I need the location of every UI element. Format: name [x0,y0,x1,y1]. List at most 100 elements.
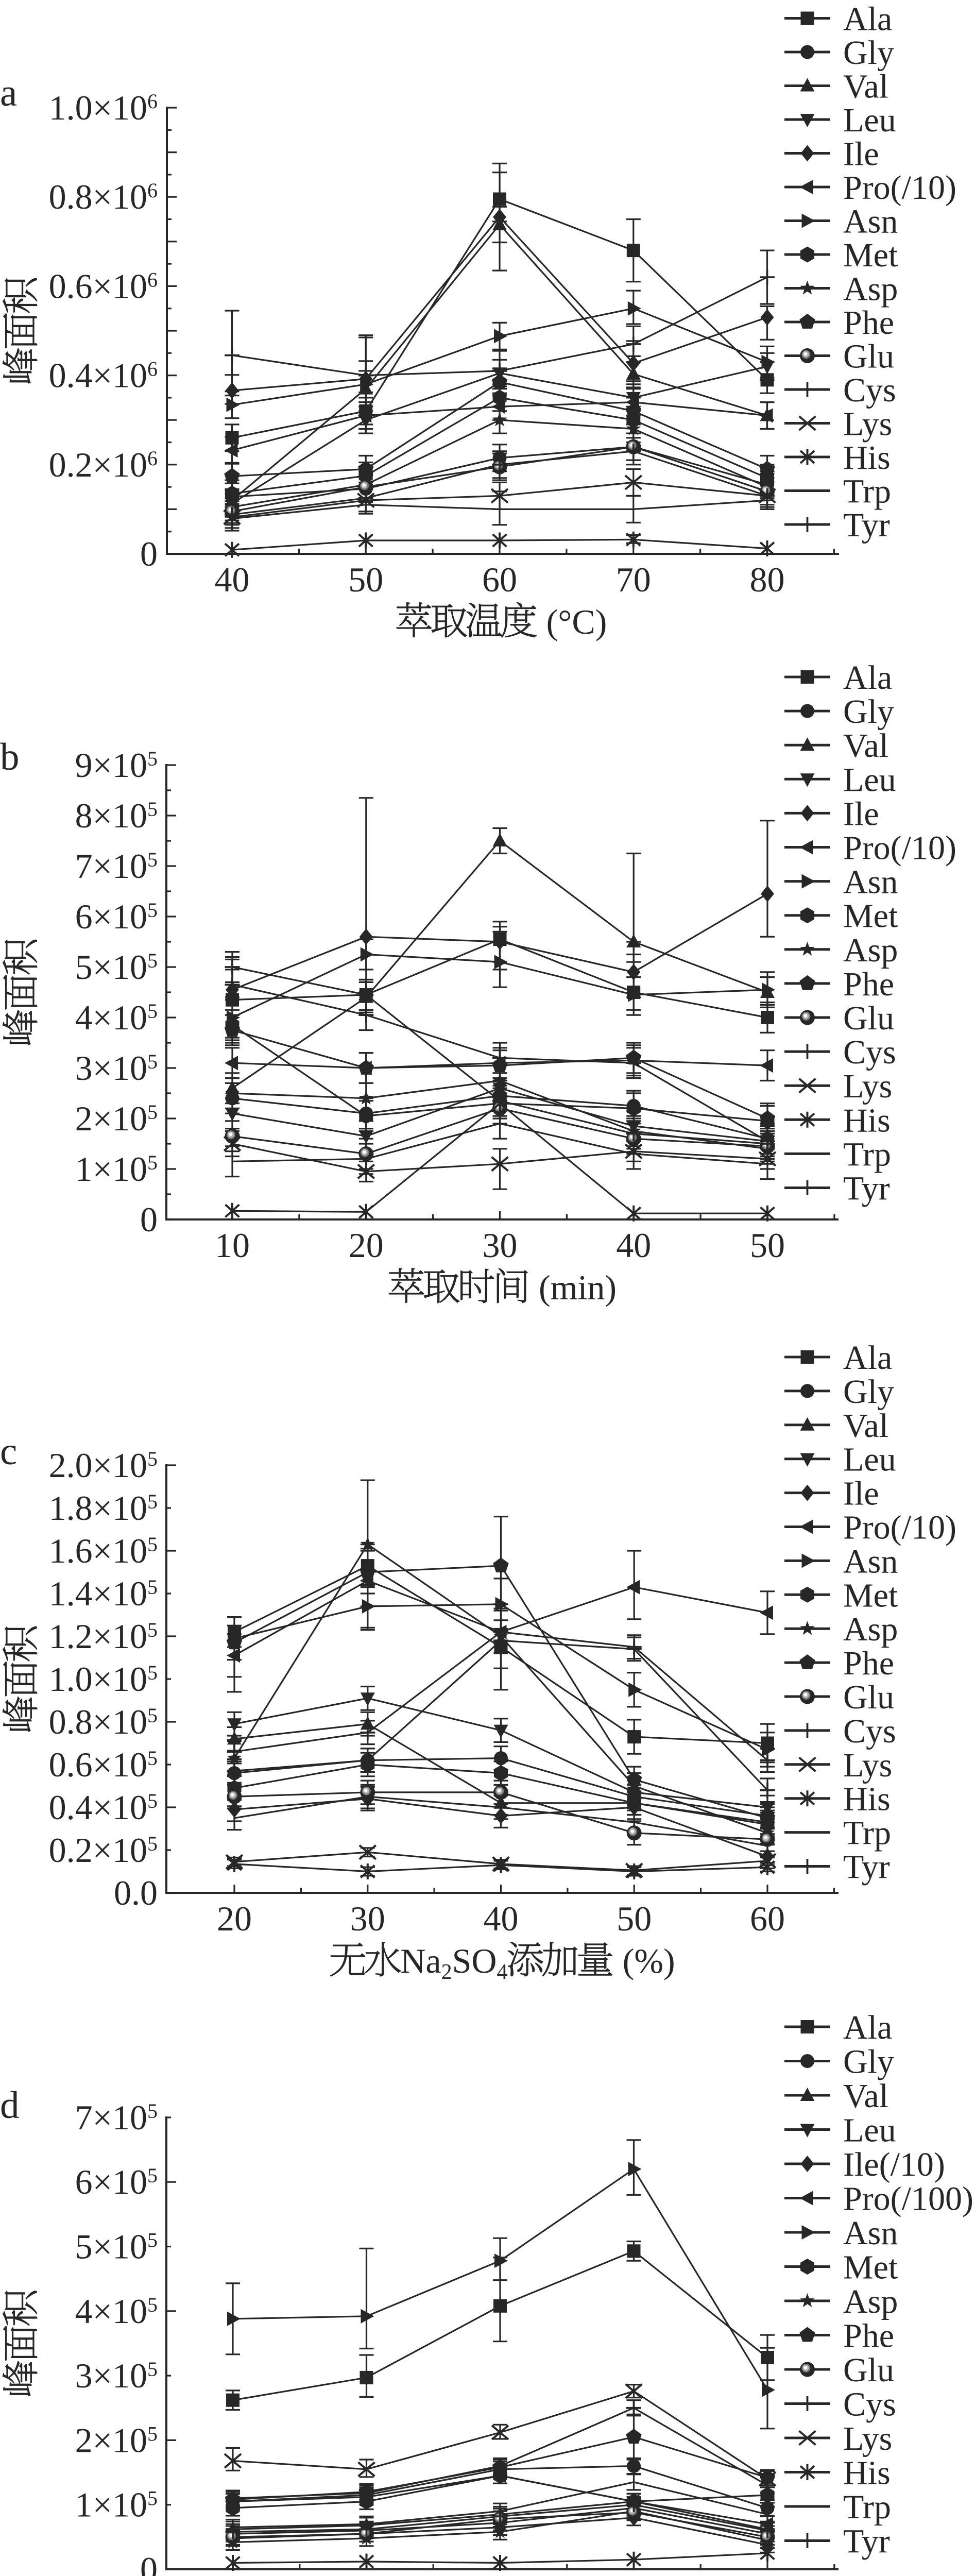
svg-text:4×105: 4×105 [75,2292,158,2331]
svg-text:20: 20 [217,1899,252,1938]
svg-text:Trp: Trp [843,1136,891,1173]
svg-text:Lys: Lys [843,1067,892,1105]
svg-text:50: 50 [617,1899,652,1938]
svg-text:Cys: Cys [843,1713,896,1750]
svg-text:Gly: Gly [843,693,894,731]
svg-text:Val: Val [843,68,888,106]
svg-text:0.0: 0.0 [114,1873,158,1912]
svg-text:Trp: Trp [843,1815,891,1852]
svg-text:70: 70 [616,560,651,599]
svg-text:Pro(/100): Pro(/100) [843,2180,973,2218]
svg-text:Tyr: Tyr [843,2523,890,2561]
svg-text:a: a [0,72,17,114]
svg-text:10: 10 [215,1226,250,1265]
svg-text:2×105: 2×105 [75,1099,158,1138]
svg-text:Trp: Trp [843,473,891,511]
svg-text:1.8×105: 1.8×105 [49,1488,158,1528]
svg-text:His: His [843,2454,891,2492]
svg-text:Ala: Ala [843,659,892,697]
svg-text:6×105: 6×105 [75,897,158,936]
svg-text:1.6×105: 1.6×105 [49,1531,158,1570]
svg-text:Val: Val [843,727,888,765]
svg-text:Trp: Trp [843,2488,891,2526]
svg-text:Lys: Lys [843,405,892,443]
svg-text:9×105: 9×105 [75,745,158,785]
svg-text:Pro(/10): Pro(/10) [843,829,956,867]
svg-text:Asp: Asp [843,931,898,969]
svg-text:His: His [843,439,891,477]
svg-text:4×105: 4×105 [75,998,158,1037]
svg-text:0.2×105: 0.2×105 [49,1831,158,1870]
svg-text:Glu: Glu [843,1679,894,1716]
svg-text:(min): (min) [539,1268,617,1307]
svg-text:40: 40 [616,1226,651,1265]
svg-text:Lys: Lys [843,2420,892,2458]
svg-text:Tyr: Tyr [843,1170,890,1208]
svg-text:1.0×105: 1.0×105 [49,1659,158,1699]
svg-text:30: 30 [483,1226,518,1265]
svg-text:Asn: Asn [843,863,898,901]
svg-text:1.4×105: 1.4×105 [49,1574,158,1613]
svg-text:Asn: Asn [843,1543,898,1580]
svg-text:40: 40 [484,1899,519,1938]
svg-text:Glu: Glu [843,2351,894,2389]
svg-text:0: 0 [140,2550,158,2576]
svg-text:c: c [0,1430,17,1473]
svg-text:Ala: Ala [843,2009,892,2046]
svg-text:b: b [0,736,20,778]
svg-text:Met: Met [843,236,898,274]
svg-text:Glu: Glu [843,999,894,1037]
svg-text:Ala: Ala [843,1339,892,1377]
svg-text:Tyr: Tyr [843,1849,890,1886]
svg-text:Pro(/10): Pro(/10) [843,1509,956,1547]
svg-text:Phe: Phe [843,965,894,1003]
svg-text:20: 20 [349,1226,384,1265]
svg-text:0.2×106: 0.2×106 [49,445,158,484]
svg-text:7×105: 7×105 [75,2098,158,2137]
svg-text:8×105: 8×105 [75,796,158,835]
svg-text:5×105: 5×105 [75,947,158,987]
svg-text:Cys: Cys [843,1033,896,1071]
svg-text:3×105: 3×105 [75,2356,158,2395]
svg-text:(°C): (°C) [546,602,607,641]
svg-text:80: 80 [750,560,785,599]
svg-text:Ile: Ile [843,795,879,833]
svg-text:Asn: Asn [843,203,898,241]
svg-text:Leu: Leu [843,1441,896,1479]
svg-text:Asp: Asp [843,270,898,308]
svg-text:60: 60 [482,560,517,599]
svg-text:Cys: Cys [843,2386,896,2424]
svg-text:1×105: 1×105 [75,2485,158,2524]
svg-text:Lys: Lys [843,1747,892,1784]
svg-text:Gly: Gly [843,34,894,72]
svg-text:Val: Val [843,1407,888,1445]
svg-text:1.0×106: 1.0×106 [49,88,158,127]
svg-text:Met: Met [843,897,898,935]
svg-text:Tyr: Tyr [843,506,890,544]
svg-text:0.4×106: 0.4×106 [49,356,158,395]
svg-text:Met: Met [843,2249,898,2286]
svg-text:0.6×105: 0.6×105 [49,1745,158,1784]
svg-text:0.8×106: 0.8×106 [49,177,158,216]
svg-text:50: 50 [348,560,383,599]
svg-text:Ile: Ile [843,1475,879,1513]
svg-text:Cys: Cys [843,371,896,409]
svg-text:Phe: Phe [843,304,894,342]
svg-text:0.4×105: 0.4×105 [49,1788,158,1827]
svg-text:Glu: Glu [843,338,894,376]
svg-text:60: 60 [750,1899,785,1938]
svg-text:Leu: Leu [843,2112,896,2149]
svg-text:1.2×105: 1.2×105 [49,1617,158,1656]
svg-text:6×105: 6×105 [75,2162,158,2201]
svg-text:3×105: 3×105 [75,1048,158,1088]
svg-text:2×105: 2×105 [75,2420,158,2460]
svg-text:5×105: 5×105 [75,2227,158,2266]
svg-text:0: 0 [140,534,158,573]
svg-text:0.6×106: 0.6×106 [49,266,158,306]
svg-text:30: 30 [350,1899,385,1938]
svg-text:Leu: Leu [843,761,896,799]
svg-text:Asp: Asp [843,2283,898,2320]
svg-text:Asp: Asp [843,1611,898,1648]
svg-text:0: 0 [140,1200,158,1239]
svg-text:Met: Met [843,1577,898,1614]
